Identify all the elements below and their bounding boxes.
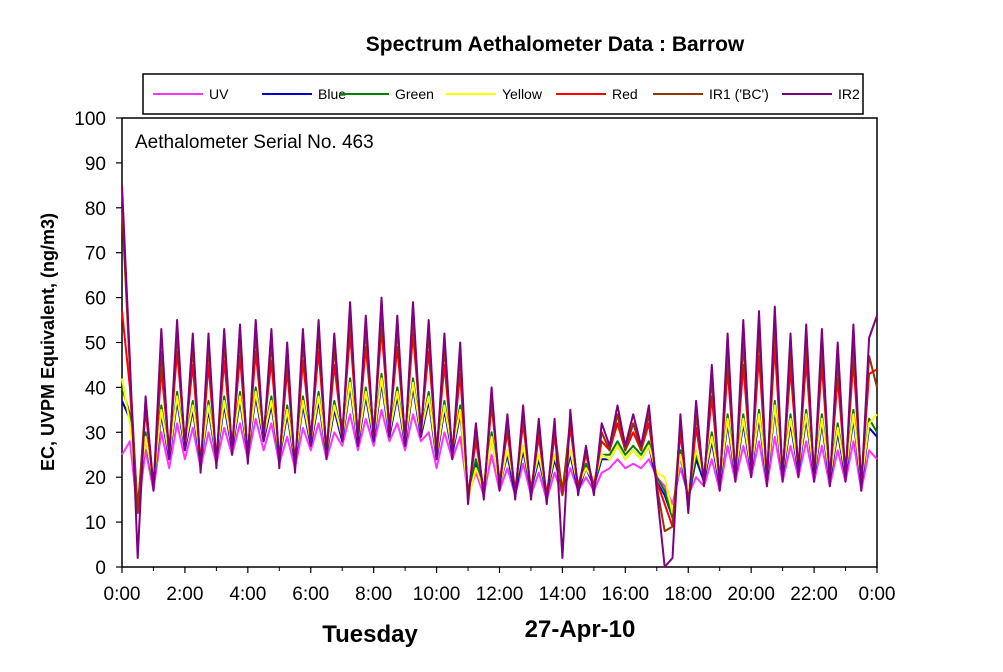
y-tick-label: 20 — [85, 468, 106, 489]
x-tick-label: 4:00 — [229, 584, 266, 605]
legend-label-ir2: IR2 — [838, 86, 860, 102]
x-tick-label: 8:00 — [355, 584, 392, 605]
plot-area — [121, 117, 878, 568]
x-tick-label: 0:00 — [859, 584, 896, 605]
x-axis-label-day: Tuesday — [322, 621, 418, 648]
legend-label-yellow: Yellow — [502, 86, 543, 102]
y-tick-label: 100 — [74, 109, 106, 130]
x-axis: 0:00 2:00 4:00 6:00 8:00 10:00 12:00 14:00 16:00… — [104, 567, 896, 605]
legend-label-blue: Blue — [318, 86, 346, 102]
chart-title: Spectrum Aethalometer Data : Barrow — [366, 33, 745, 56]
y-tick-label: 80 — [85, 199, 106, 220]
serial-annotation: Aethalometer Serial No. 463 — [135, 132, 374, 153]
series-lines — [121, 185, 878, 568]
x-tick-label: 6:00 — [292, 584, 329, 605]
y-tick-label: 30 — [85, 423, 106, 444]
x-tick-label: 18:00 — [664, 584, 712, 605]
x-tick-label: 22:00 — [790, 584, 838, 605]
y-tick-label: 50 — [85, 334, 106, 355]
legend: UV Blue Green Yellow Red IR1 ('BC') IR2 — [142, 73, 864, 115]
legend-label-red: Red — [612, 86, 638, 102]
x-tick-label: 12:00 — [476, 584, 524, 605]
y-axis-label: EC, UVPM Equivalent, (ng/m3) — [38, 213, 58, 471]
y-tick-label: 60 — [85, 289, 106, 310]
x-tick-label: 20:00 — [727, 584, 775, 605]
y-tick-label: 70 — [85, 244, 106, 265]
x-axis-label-date: 27-Apr-10 — [525, 616, 636, 643]
y-tick-label: 0 — [95, 558, 106, 579]
x-tick-label: 10:00 — [413, 584, 461, 605]
y-tick-label: 40 — [85, 378, 106, 399]
legend-label-ir1-bc: IR1 ('BC') — [709, 86, 769, 102]
x-tick-label: 14:00 — [539, 584, 587, 605]
y-tick-label: 90 — [85, 154, 106, 175]
legend-label-green: Green — [395, 86, 434, 102]
x-tick-label: 16:00 — [602, 584, 650, 605]
y-axis: 0 10 20 30 40 50 60 70 80 90 100 — [74, 109, 122, 579]
series-line-ir2 — [121, 185, 878, 568]
y-tick-label: 10 — [85, 513, 106, 534]
x-tick-label: 0:00 — [104, 584, 141, 605]
x-tick-label: 2:00 — [166, 584, 203, 605]
legend-label-uv: UV — [209, 86, 229, 102]
